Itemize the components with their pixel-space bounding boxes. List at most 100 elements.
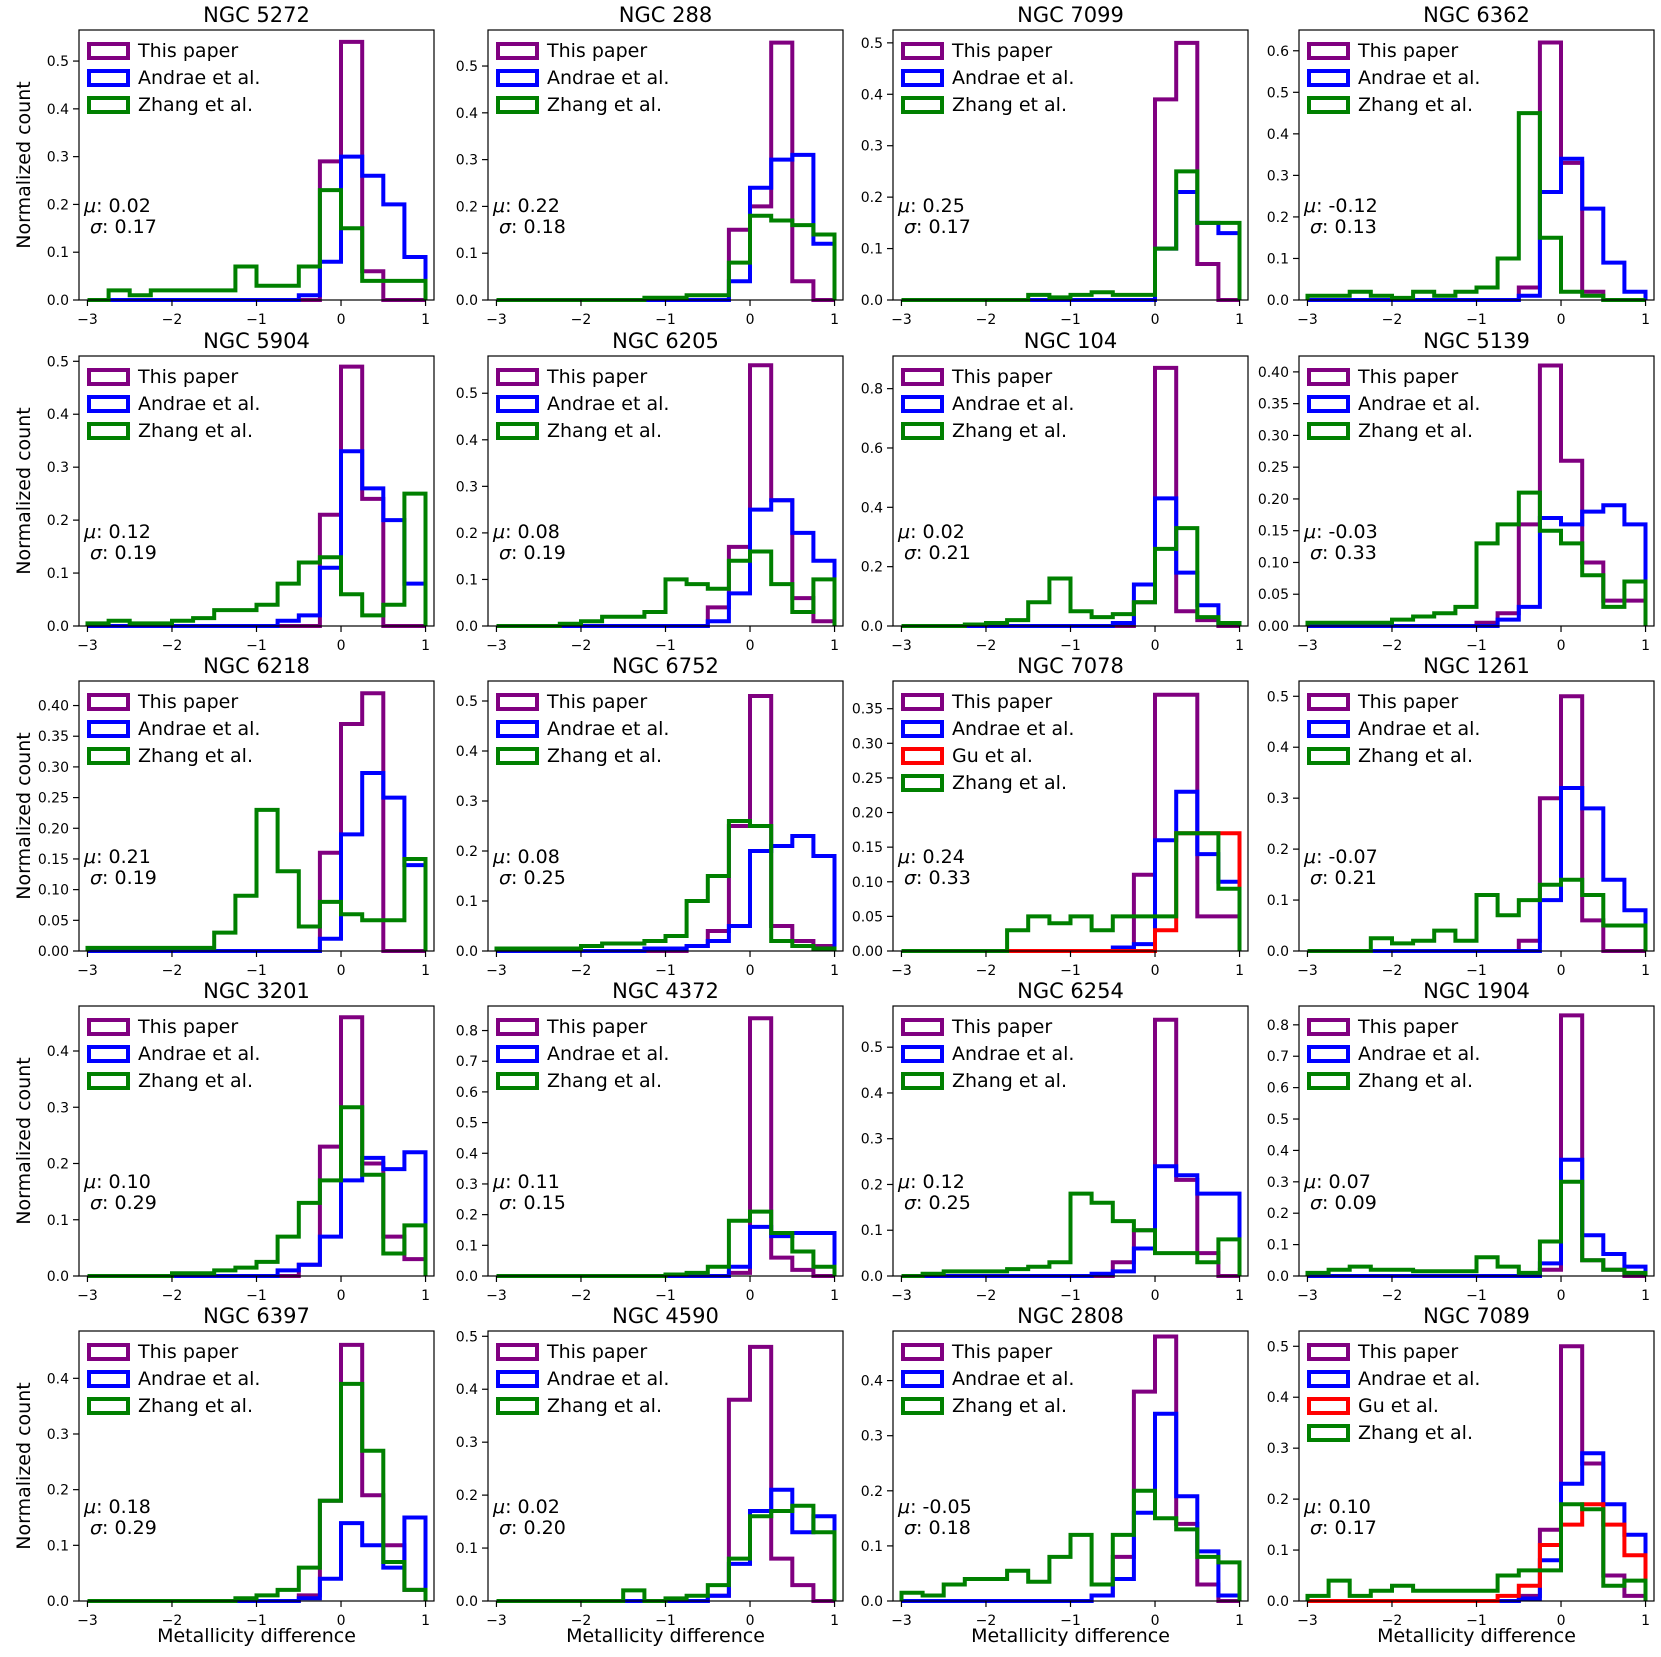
subplot-ngc-288: NGC 288 −3 −2 −1 0 1 0.0 0.1 0.2 0.3 0.4 0.5 This pa…	[456, 3, 844, 328]
x-tick-label: −1	[655, 638, 676, 654]
sigma-value: σ: 0.33	[904, 867, 971, 889]
legend-swatch-andrae	[1307, 1045, 1350, 1063]
x-tick-label: −3	[77, 963, 98, 979]
legend-swatch-this	[496, 42, 539, 60]
subplot-title: NGC 1904	[1423, 979, 1530, 1003]
y-tick-label: 0.7	[456, 1054, 478, 1070]
legend-swatch-andrae	[901, 720, 944, 738]
legend-label-andrae: Andrae et al.	[952, 67, 1074, 89]
y-tick-label: 0.3	[1267, 1441, 1289, 1457]
legend-swatch-zhang	[1307, 422, 1350, 440]
x-tick-label: −2	[162, 963, 183, 979]
legend-swatch-this	[901, 368, 944, 386]
legend-label-andrae: Andrae et al.	[138, 1043, 260, 1065]
legend-label-this: This paper	[546, 1341, 647, 1363]
subplot-ngc-104: NGC 104 −3 −2 −1 0 1 0.0 0.2 0.4 0.6 0.8 This paper…	[861, 329, 1249, 654]
subplot-ngc-1261: NGC 1261 −3 −2 −1 0 1 0.0 0.1 0.2 0.3 0.4 0.5 This p…	[1267, 654, 1655, 979]
y-tick-label: 0.2	[1267, 842, 1289, 858]
y-tick-label: 0.4	[47, 407, 69, 423]
y-tick-label: 0.05	[38, 913, 69, 929]
legend-swatch-this	[901, 42, 944, 60]
sigma-number: : 0.25	[511, 867, 566, 889]
x-tick-label: 1	[421, 312, 430, 328]
legend-label-this: This paper	[137, 1016, 238, 1038]
legend-label-andrae: Andrae et al.	[952, 1043, 1074, 1065]
y-tick-label: 0.5	[456, 1116, 478, 1132]
legend-swatch-andrae	[901, 1045, 944, 1063]
x-tick-label: −3	[1297, 638, 1318, 654]
subplot-ngc-6205: NGC 6205 −3 −2 −1 0 1 0.0 0.1 0.2 0.3 0.4 0.5 This p…	[456, 329, 844, 654]
subplot-ngc-4590: NGC 4590 −3 −2 −1 0 1 0.0 0.1 0.2 0.3 0.4 0.5 This p…	[456, 1304, 844, 1647]
legend-swatch-andrae	[901, 395, 944, 413]
y-tick-label: 0.0	[861, 1269, 883, 1285]
sigma-value: σ: 0.13	[1310, 216, 1377, 238]
legend-label-andrae: Andrae et al.	[138, 67, 260, 89]
legend-label-this: This paper	[951, 40, 1052, 62]
y-tick-label: 0.3	[47, 1100, 69, 1116]
sigma-number: : 0.33	[916, 867, 971, 889]
y-tick-label: 0.1	[1267, 251, 1289, 267]
x-tick-label: −1	[655, 312, 676, 328]
mu-value: μ: 0.10	[1303, 1496, 1371, 1518]
y-tick-label: 0.30	[1258, 428, 1289, 444]
legend-swatch-zhang	[87, 1072, 130, 1090]
legend-swatch-this	[87, 368, 130, 386]
x-tick-label: 1	[421, 1613, 430, 1629]
subplot-title: NGC 2808	[1017, 1304, 1124, 1328]
x-tick-label: −3	[486, 312, 507, 328]
legend-label-andrae: Andrae et al.	[138, 718, 260, 740]
x-tick-label: 0	[337, 312, 346, 328]
legend-label-this: This paper	[137, 366, 238, 388]
y-tick-label: 0.10	[1258, 555, 1289, 571]
legend-swatch-andrae	[87, 1370, 130, 1388]
y-tick-label: 0.0	[456, 619, 478, 635]
legend-label-zhang: Zhang et al.	[138, 745, 253, 767]
y-tick-label: 0.00	[38, 944, 69, 960]
legend-label-andrae: Andrae et al.	[1358, 67, 1480, 89]
histogram-zhang	[496, 1209, 837, 1278]
legend-swatch-andrae	[496, 69, 539, 87]
subplot-title: NGC 5139	[1423, 329, 1530, 353]
x-tick-label: −2	[1382, 312, 1403, 328]
mu-number: : 0.08	[505, 846, 560, 868]
y-tick-label: 0.0	[1267, 1594, 1289, 1610]
y-tick-label: 0.30	[38, 760, 69, 776]
x-tick-label: 1	[1641, 312, 1650, 328]
x-tick-label: −2	[976, 1288, 997, 1304]
legend-label-gu: Gu et al.	[1358, 1395, 1439, 1417]
y-tick-label: 0.4	[861, 1374, 883, 1390]
sigma-number: : 0.21	[1322, 867, 1377, 889]
x-tick-label: 0	[1151, 1613, 1160, 1629]
x-tick-label: −1	[655, 1613, 676, 1629]
x-tick-label: 0	[746, 1613, 755, 1629]
histogram-zhang	[1305, 1502, 1648, 1601]
y-tick-label: 0.4	[456, 106, 478, 122]
legend-label-zhang: Zhang et al.	[547, 94, 662, 116]
legend-swatch-this	[87, 693, 130, 711]
y-tick-label: 0.25	[1258, 460, 1289, 476]
histogram-zhang	[1305, 1179, 1648, 1276]
y-tick-label: 0.3	[47, 460, 69, 476]
subplot-title: NGC 6752	[612, 654, 719, 678]
x-tick-label: 0	[1151, 312, 1160, 328]
histogram-zhang	[1307, 877, 1648, 953]
legend-swatch-this	[1307, 693, 1350, 711]
sigma-value: σ: 0.09	[1310, 1192, 1377, 1214]
y-tick-label: 0.15	[852, 840, 883, 856]
mu-number: : 0.02	[96, 195, 151, 217]
y-tick-label: 0.3	[456, 153, 478, 169]
y-tick-label: 0.4	[861, 87, 883, 103]
x-tick-label: −2	[1382, 638, 1403, 654]
sigma-value: σ: 0.25	[499, 867, 566, 889]
subplot-ngc-6254: NGC 6254 −3 −2 −1 0 1 0.0 0.1 0.2 0.3 0.4 0.5 This p…	[861, 979, 1249, 1304]
legend-swatch-zhang	[496, 1397, 539, 1415]
x-tick-label: −2	[162, 1288, 183, 1304]
y-tick-label: 0.0	[1267, 293, 1289, 309]
x-tick-label: 0	[1151, 963, 1160, 979]
subplot-title: NGC 3201	[203, 979, 310, 1003]
y-tick-label: 0.0	[861, 1594, 883, 1610]
x-tick-label: −3	[1297, 1613, 1318, 1629]
y-tick-label: 0.4	[1267, 127, 1289, 143]
legend-label-andrae: Andrae et al.	[952, 1368, 1074, 1390]
y-tick-label: 0.0	[456, 1594, 478, 1610]
